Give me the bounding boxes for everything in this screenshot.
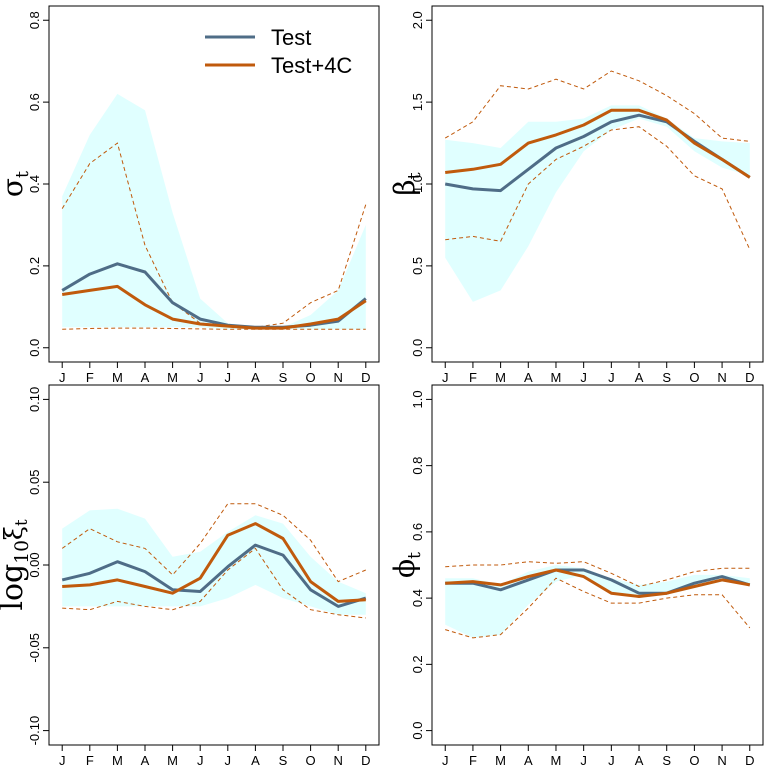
y-tick-label: 0.0 [410,339,425,357]
chart-panel-3: J F M A M J J A S O N D -0.10 -0.05 0.00 0.05 0.10 log10ξ… [0,384,380,768]
y-tick-label: -0.05 [27,633,42,663]
y-tick-label: 2.0 [410,11,425,29]
y-tick-label: 0.0 [27,339,42,357]
uncertainty-band [62,93,366,330]
y-tick-label: 1.5 [410,93,425,111]
uncertainty-band [445,105,750,302]
y-axis-label: βt [388,172,425,195]
y-tick-label: 0.8 [410,457,425,475]
x-tick-label: O [306,753,316,768]
y-tick-label: 0.5 [410,257,425,275]
y-tick-label: 1.0 [410,390,425,408]
x-tick-label: A [635,370,644,385]
y-tick-label: 0.4 [410,589,425,607]
x-tick-label: M [167,753,178,768]
x-tick-label: J [197,753,204,768]
y-tick-label: 1.0 [410,175,425,193]
x-tick-label: M [112,753,123,768]
series-line-test [61,543,367,608]
x-tick-label: M [167,370,178,385]
x-tick-label: F [86,370,94,385]
x-tick-label: S [279,753,288,768]
chart-panel-4: J F M A M J J A S O N D 0.0 0.2 0.4 0.6 0.8 1.0 ϕt [388,384,764,768]
x-tick-label: D [361,753,370,768]
y-tick-label: 0.00 [27,552,42,577]
x-tick-label: M [112,370,123,385]
x-tick-label: J [580,753,587,768]
x-tick-label: J [442,370,449,385]
dashed-envelope-1 [445,126,751,250]
y-tick-label: 0.2 [410,655,425,673]
chart-panel-2: J F M A M J J A S O N D 0.0 0.5 1.0 1.5 2.0 βt [388,5,764,385]
y-tick-label: 0.10 [27,387,42,412]
dashed-envelope-1 [62,547,366,619]
x-tick-label: A [635,753,644,768]
x-tick-label: J [608,753,615,768]
y-axis-label: σt [0,171,33,197]
series-line-test-4c [61,284,367,330]
x-tick-label: O [689,370,699,385]
x-tick-label: M [551,370,562,385]
x-tick-label: J [225,753,232,768]
x-tick-label: A [251,753,260,768]
x-tick-label: S [662,753,671,768]
series-line-test-4c [445,568,751,598]
uncertainty-band [62,508,366,615]
x-tick-label: A [141,753,150,768]
x-tick-label: J [59,753,66,768]
x-tick-label: N [717,753,726,768]
legend: Test Test+4C [205,25,352,78]
x-tick-label: M [495,370,506,385]
dashed-envelope-1 [62,327,366,330]
legend-label-2: Test+4C [271,53,352,78]
series-line-test-4c [62,522,366,603]
x-tick-label: D [745,370,754,385]
x-tick-label: J [580,370,587,385]
x-tick-label: J [442,753,449,768]
y-tick-label: 0.05 [27,470,42,495]
x-tick-label: A [251,370,260,385]
x-tick-label: J [608,370,615,385]
y-tick-label: 0.0 [410,722,425,740]
dashed-envelope-2 [444,70,750,142]
x-tick-label: O [306,370,316,385]
x-tick-label: F [469,753,477,768]
x-tick-label: O [689,753,699,768]
legend-label-1: Test [271,25,311,50]
y-tick-label: 0.6 [410,523,425,541]
dashed-envelope-2 [61,503,366,583]
chart-panel-1: J F M A M J J A S O N D 0.0 0.2 0.4 0.6 0.8 σt Test Test+4C [0,5,380,385]
x-tick-label: D [361,370,370,385]
x-tick-label: M [495,753,506,768]
x-tick-label: A [141,370,150,385]
y-tick-label: -0.10 [27,716,42,746]
x-tick-label: N [334,753,343,768]
x-tick-label: F [86,753,94,768]
series-line-test [445,568,751,595]
x-tick-label: N [334,370,343,385]
x-tick-label: A [524,753,533,768]
x-tick-label: A [524,370,533,385]
x-tick-label: D [745,753,754,768]
x-tick-label: S [662,370,671,385]
y-axis-label: log10ξt [0,519,33,611]
x-tick-label: M [551,753,562,768]
x-tick-label: F [469,370,477,385]
x-tick-label: S [279,370,288,385]
x-tick-label: J [197,370,204,385]
x-tick-label: J [225,370,232,385]
dashed-envelope-1 [445,577,751,639]
series-line-test-4c [445,108,751,179]
y-tick-label: 0.2 [27,257,42,275]
x-tick-label: N [717,370,726,385]
plot-frame [431,384,764,746]
y-tick-label: 0.8 [27,11,42,29]
x-tick-label: J [59,370,66,385]
y-axis-label: ϕt [388,552,425,578]
y-tick-label: 0.4 [27,175,42,193]
y-tick-label: 0.6 [27,93,42,111]
dashed-envelope-2 [445,561,750,588]
